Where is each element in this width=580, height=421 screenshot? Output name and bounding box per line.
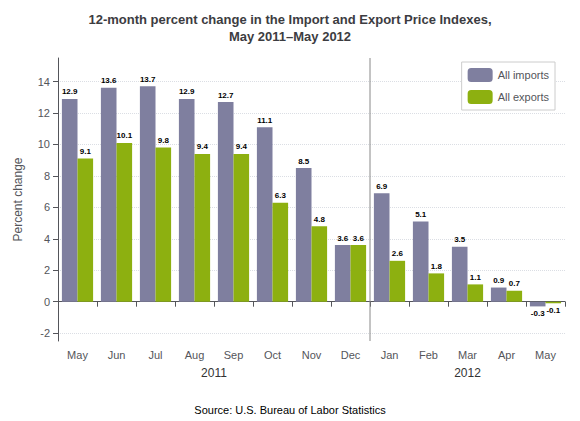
svg-text:Feb: Feb — [419, 349, 438, 361]
svg-text:Nov: Nov — [302, 349, 322, 361]
svg-text:0.9: 0.9 — [493, 276, 505, 285]
svg-text:10.1: 10.1 — [117, 131, 133, 140]
svg-text:Sep: Sep — [224, 349, 244, 361]
svg-text:12.7: 12.7 — [218, 91, 234, 100]
svg-text:3.5: 3.5 — [454, 235, 466, 244]
svg-text:4.8: 4.8 — [314, 215, 326, 224]
svg-text:Jan: Jan — [381, 349, 399, 361]
svg-text:12.9: 12.9 — [62, 87, 78, 96]
svg-text:Percent change: Percent change — [11, 157, 25, 241]
svg-text:Jun: Jun — [108, 349, 126, 361]
svg-text:Aug: Aug — [185, 349, 205, 361]
svg-text:13.6: 13.6 — [101, 76, 117, 85]
svg-text:Oct: Oct — [264, 349, 281, 361]
svg-text:0.7: 0.7 — [509, 279, 521, 288]
svg-text:8: 8 — [44, 170, 50, 182]
svg-text:11.1: 11.1 — [257, 116, 273, 125]
svg-text:May 2011–May 2012: May 2011–May 2012 — [229, 29, 351, 44]
svg-text:12: 12 — [38, 107, 50, 119]
svg-text:-2: -2 — [40, 327, 50, 339]
svg-text:5.1: 5.1 — [415, 210, 427, 219]
svg-text:2012: 2012 — [454, 366, 481, 380]
svg-text:Jul: Jul — [148, 349, 162, 361]
svg-text:1.8: 1.8 — [431, 262, 443, 271]
svg-text:All imports: All imports — [498, 69, 550, 81]
svg-text:Dec: Dec — [341, 349, 361, 361]
svg-text:Apr: Apr — [498, 349, 515, 361]
svg-text:9.8: 9.8 — [158, 136, 170, 145]
svg-text:9.1: 9.1 — [80, 147, 92, 156]
svg-text:12.9: 12.9 — [179, 87, 195, 96]
svg-text:12-month percent change in the: 12-month percent change in the Import an… — [88, 12, 491, 27]
svg-text:9.4: 9.4 — [236, 142, 248, 151]
svg-text:3.6: 3.6 — [353, 234, 365, 243]
svg-text:2011: 2011 — [201, 366, 227, 380]
svg-text:Mar: Mar — [458, 349, 477, 361]
svg-text:6: 6 — [44, 201, 50, 213]
svg-text:4: 4 — [44, 233, 50, 245]
svg-text:3.6: 3.6 — [337, 234, 349, 243]
svg-text:9.4: 9.4 — [197, 142, 209, 151]
svg-text:6.3: 6.3 — [275, 191, 287, 200]
svg-text:0: 0 — [44, 296, 50, 308]
svg-text:2.6: 2.6 — [392, 249, 404, 258]
svg-text:May: May — [535, 349, 556, 361]
svg-text:May: May — [67, 349, 88, 361]
svg-text:6.9: 6.9 — [376, 182, 388, 191]
svg-text:13.7: 13.7 — [140, 75, 156, 84]
svg-text:-0.3: -0.3 — [531, 309, 545, 318]
svg-text:8.5: 8.5 — [298, 157, 310, 166]
svg-text:2: 2 — [44, 264, 50, 276]
svg-text:1.1: 1.1 — [470, 273, 482, 282]
svg-text:All exports: All exports — [498, 91, 550, 103]
svg-text:10: 10 — [38, 138, 50, 150]
svg-text:14: 14 — [38, 76, 50, 88]
svg-text:-0.1: -0.1 — [546, 306, 560, 315]
svg-text:Source: U.S. Bureau of Labor S: Source: U.S. Bureau of Labor Statistics — [194, 404, 386, 416]
